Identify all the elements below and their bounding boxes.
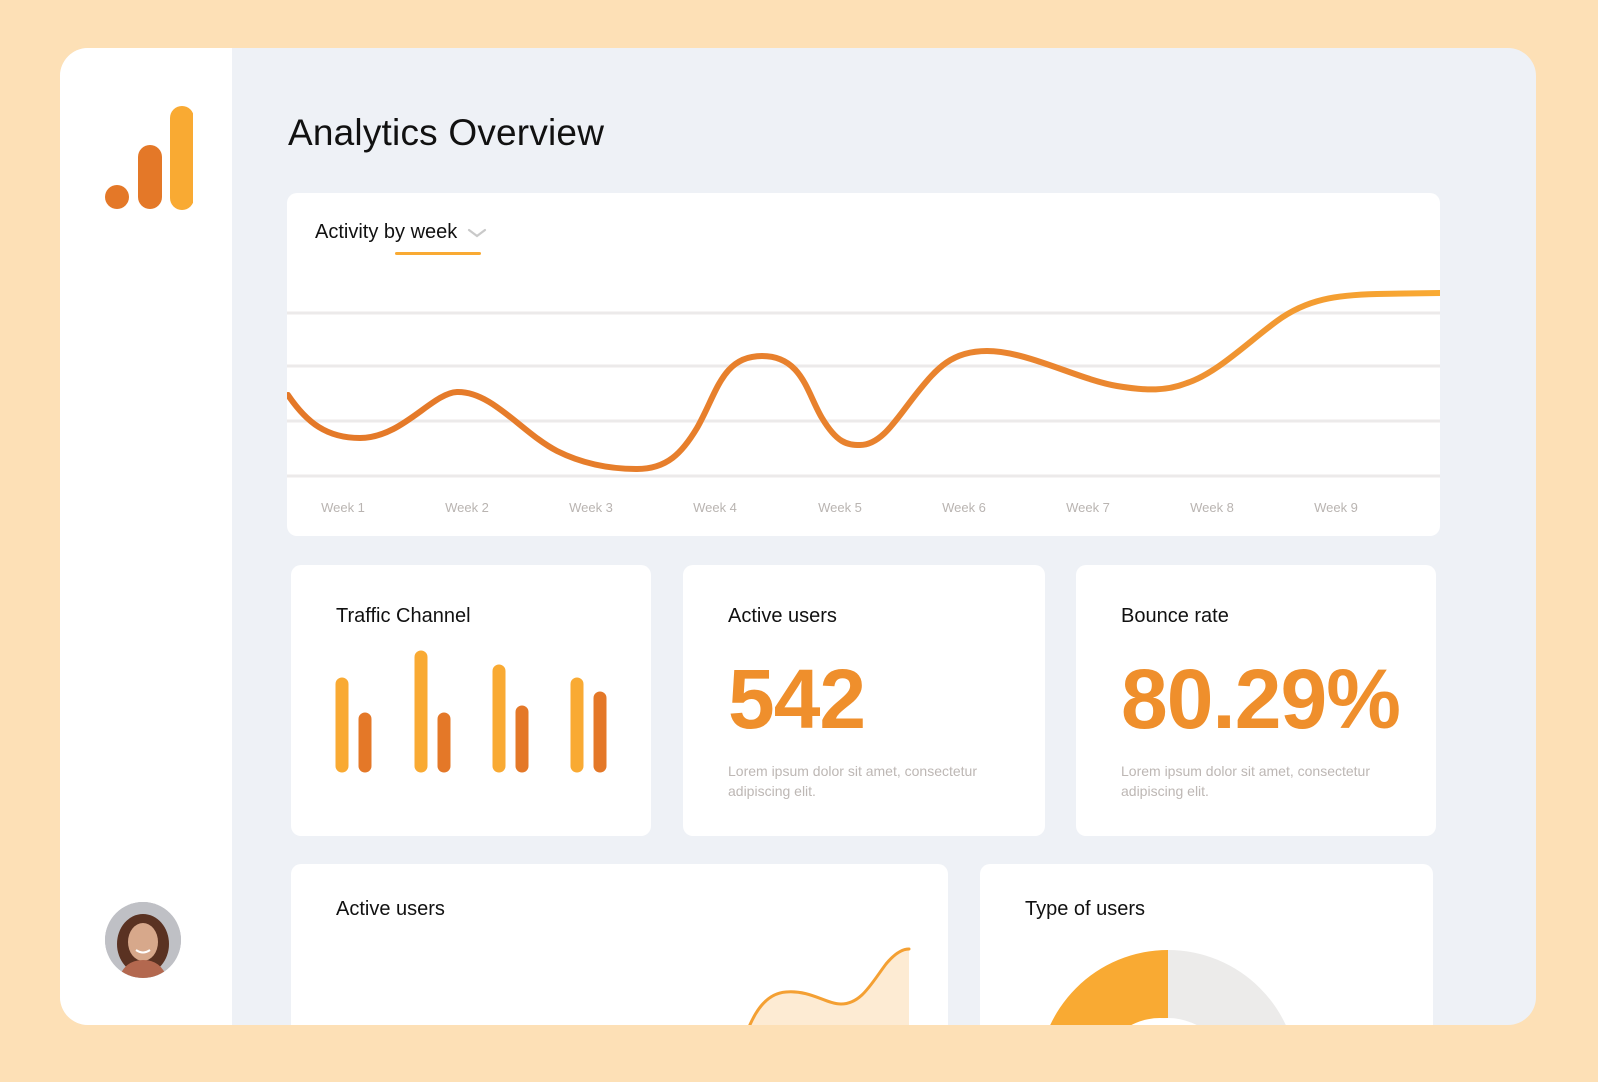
x-axis-label: Week 2: [445, 500, 489, 515]
active-period-underline: [395, 252, 481, 255]
chevron-down-icon[interactable]: [467, 226, 487, 240]
card-title: Traffic Channel: [336, 605, 471, 627]
app-window: Analytics Overview Activity by week: [60, 48, 1536, 1025]
page-title: Analytics Overview: [288, 112, 605, 153]
traffic-bar-chart: [335, 650, 607, 773]
x-axis-label: Week 3: [569, 500, 613, 515]
x-axis-label: Week 5: [818, 500, 862, 515]
activity-title: Activity by week: [315, 221, 458, 243]
avatar-photo-icon: [105, 902, 181, 978]
x-axis-label: Week 8: [1190, 500, 1234, 515]
x-axis-label: Week 4: [693, 500, 737, 515]
card-description: Lorem ipsum dolor sit amet, consectetur …: [1121, 763, 1370, 799]
active-users-value: 542: [728, 652, 866, 746]
type-of-users-card: Type of users: [980, 864, 1433, 1025]
active-users-area-chart: [748, 947, 911, 1025]
card-title: Type of users: [1025, 898, 1146, 920]
card-description: Lorem ipsum dolor sit amet, consectetur …: [728, 763, 977, 799]
traffic-channel-card: Traffic Channel: [291, 565, 651, 836]
card-title: Bounce rate: [1121, 605, 1229, 627]
x-axis-label: Week 6: [942, 500, 986, 515]
user-avatar[interactable]: [105, 902, 181, 978]
x-axis-label: Week 7: [1066, 500, 1110, 515]
active-users-chart-card: Active users: [291, 864, 948, 1025]
x-axis-label: Week 9: [1314, 500, 1358, 515]
sidebar: [60, 48, 232, 1025]
bounce-rate-card: Bounce rate 80.29% Lorem ipsum dolor sit…: [1076, 565, 1436, 836]
analytics-logo-icon[interactable]: [105, 106, 193, 212]
activity-chart-card: Activity by week Week 1 Week 2 Week 3 We…: [287, 193, 1440, 536]
main-content: Analytics Overview Activity by week: [232, 48, 1536, 1025]
x-axis-label: Week 1: [321, 500, 365, 515]
bounce-rate-value: 80.29%: [1121, 652, 1401, 746]
type-of-users-donut-chart: [1050, 950, 1286, 1025]
activity-line-chart: [287, 290, 1440, 478]
x-axis-labels: Week 1 Week 2 Week 3 Week 4 Week 5 Week …: [287, 500, 1440, 520]
card-title: Active users: [336, 898, 445, 920]
activity-period-dropdown[interactable]: Activity by week: [315, 221, 487, 255]
active-users-card: Active users 542 Lorem ipsum dolor sit a…: [683, 565, 1045, 836]
card-title: Active users: [728, 605, 837, 627]
